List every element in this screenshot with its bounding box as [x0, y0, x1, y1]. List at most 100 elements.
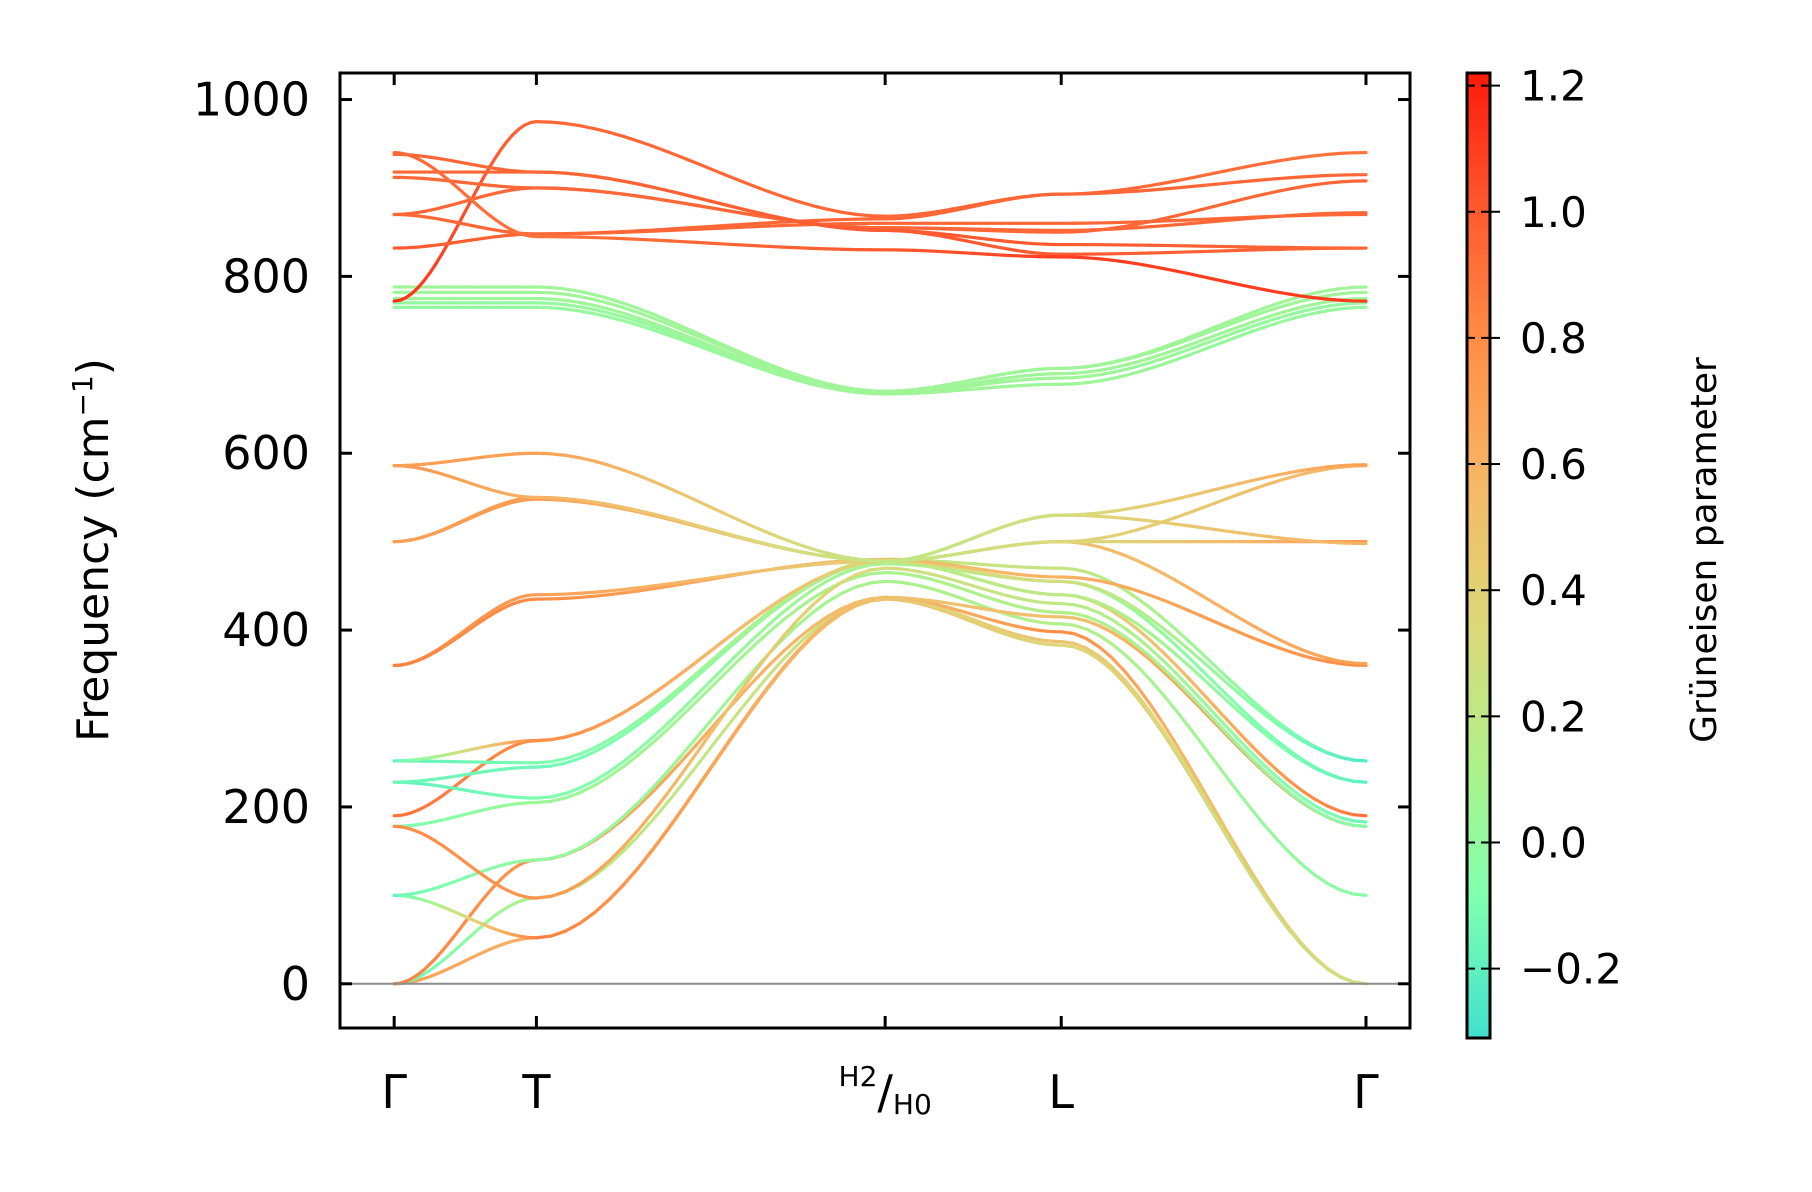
- band-segment: [1059, 639, 1076, 645]
- band-segment: [1097, 579, 1114, 586]
- band-segment: [1326, 307, 1343, 313]
- band-segment: [1072, 567, 1089, 574]
- band-segment: [1313, 539, 1330, 544]
- band-segment: [810, 218, 829, 223]
- band-segment: [1224, 482, 1241, 489]
- band-segment: [1351, 892, 1368, 897]
- band-segment: [1326, 751, 1343, 760]
- band-segment: [607, 307, 626, 315]
- band-segment: [636, 306, 655, 316]
- band-segment: [621, 230, 640, 234]
- band-segment: [1237, 479, 1254, 486]
- band-segment: [1161, 616, 1178, 631]
- band-segment: [723, 173, 742, 183]
- band-segment: [1135, 685, 1152, 706]
- band-segment: [723, 346, 742, 356]
- band-segment: [592, 827, 611, 841]
- band-segment: [1300, 183, 1317, 189]
- band-segment: [796, 219, 815, 226]
- colorbar-tick-label: 0.2: [1520, 692, 1587, 741]
- band-segment: [825, 382, 844, 389]
- band-segment: [1186, 639, 1203, 655]
- band-segment: [694, 576, 713, 582]
- band-segment: [1338, 463, 1355, 468]
- band-segment: [1135, 589, 1152, 597]
- band-segment: [1186, 506, 1203, 515]
- band-segment: [1224, 492, 1241, 501]
- band-segment: [1275, 475, 1292, 483]
- band-segment: [1135, 559, 1152, 569]
- band-segment: [723, 203, 742, 211]
- band-segment: [1186, 491, 1203, 498]
- band-segment: [534, 451, 553, 456]
- band-segment: [1224, 329, 1241, 338]
- band-segment: [1326, 882, 1343, 892]
- band-segment: [1338, 659, 1355, 665]
- band-segment: [767, 362, 786, 372]
- band-segment: [694, 679, 713, 698]
- band-segment: [781, 623, 800, 641]
- band-segment: [1338, 291, 1355, 296]
- band-segment: [694, 334, 713, 344]
- band-segment: [1313, 653, 1330, 661]
- band-segment: [1173, 671, 1190, 688]
- band-segment: [781, 648, 800, 669]
- band-segment: [839, 585, 858, 596]
- band-segment: [1148, 631, 1165, 645]
- band-segment: [1161, 626, 1178, 640]
- band-segment: [607, 849, 626, 866]
- band-segment: [752, 606, 771, 620]
- band-segment: [1237, 853, 1254, 878]
- band-segment: [1338, 816, 1355, 823]
- band-segment: [563, 307, 582, 313]
- band-segment: [1262, 316, 1279, 324]
- band-segment: [1148, 352, 1165, 360]
- band-segment: [738, 211, 756, 217]
- band-segment: [854, 599, 873, 608]
- band-segment: [723, 690, 742, 715]
- band-segment: [680, 752, 698, 776]
- band-segment: [1313, 152, 1330, 158]
- band-segment: [1212, 686, 1228, 702]
- band-segment: [578, 456, 597, 463]
- band-segment: [563, 595, 582, 600]
- band-segment: [752, 568, 771, 574]
- band-segment: [621, 311, 640, 320]
- band-segment: [651, 582, 669, 588]
- band-segment: [563, 303, 582, 309]
- band-segment: [563, 786, 582, 796]
- band-segment: [1186, 647, 1203, 662]
- band-segment: [1300, 538, 1317, 543]
- band-segment: [709, 505, 727, 516]
- band-segment: [563, 497, 582, 502]
- band-segment: [1237, 216, 1254, 221]
- band-segment: [825, 580, 844, 595]
- band-segment: [723, 657, 742, 675]
- band-segment: [796, 633, 815, 653]
- band-segment: [621, 834, 640, 853]
- band-segment: [1224, 608, 1241, 620]
- colorbar-tick-label: 1.2: [1520, 62, 1587, 111]
- band-segment: [825, 224, 844, 230]
- band-segment: [592, 127, 611, 134]
- band-segment: [1148, 702, 1165, 725]
- band-segment: [1300, 212, 1317, 217]
- band-segment: [1148, 520, 1165, 528]
- band-segment: [1186, 608, 1203, 618]
- band-segment: [1123, 260, 1140, 266]
- band-segment: [534, 738, 553, 743]
- x-axis-ticks: Γ T H2/H0 L Γ: [381, 73, 1379, 1121]
- band-segment: [752, 184, 771, 194]
- band-segment: [1262, 214, 1279, 219]
- band-segment: [1161, 692, 1178, 712]
- band-segment: [1237, 691, 1254, 706]
- band-segment: [1275, 471, 1292, 477]
- band-segment: [781, 245, 800, 250]
- band-segment: [1097, 574, 1114, 585]
- band-segment: [1085, 368, 1101, 374]
- band-segment: [796, 542, 815, 551]
- band-segment: [469, 904, 479, 916]
- band-segment: [1173, 578, 1190, 590]
- band-segment: [810, 615, 829, 629]
- band-segment: [1212, 181, 1228, 187]
